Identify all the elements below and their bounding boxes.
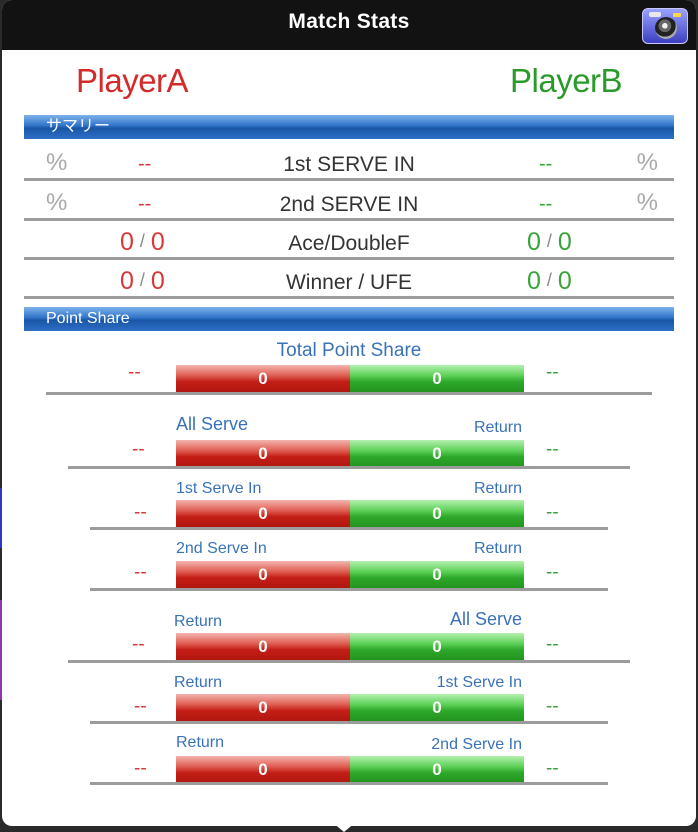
row-divider (24, 218, 674, 221)
share-right-label: All Serve (449, 609, 522, 629)
share-right-label: 1st Serve In (436, 674, 522, 691)
percent-unit: % (46, 189, 68, 216)
title-bar: Match Stats (2, 0, 696, 50)
share-right-label: Return (473, 540, 522, 557)
share-right-label: Return (473, 419, 522, 436)
player-a-value: -- (138, 153, 152, 175)
player-a-share-bar: 0 (176, 694, 350, 721)
share-left-label: All Serve (176, 414, 249, 434)
player-a-share: -- (128, 362, 141, 383)
player-a-share: -- (132, 634, 145, 655)
row-divider (68, 466, 630, 469)
row-divider (24, 296, 674, 299)
player-b-share-bar: 0 (350, 500, 524, 527)
percent-unit: % (636, 189, 658, 216)
ratio-first: 0 (120, 267, 134, 295)
player-b-share-bar: 0 (350, 633, 524, 660)
player-b-share-bar: 0 (350, 440, 524, 467)
ratio-separator: / (546, 270, 552, 290)
player-a-share-bar: 0 (176, 633, 350, 660)
player-b-value: -- (539, 193, 553, 215)
ratio-first: 0 (527, 228, 541, 256)
summary-section-header: サマリー (24, 115, 674, 139)
player-a-share: -- (134, 696, 147, 717)
stat-label: 1st SERVE IN (283, 153, 415, 176)
player-a-share-bar: 0 (176, 756, 350, 783)
camera-top (649, 12, 661, 17)
row-divider (24, 257, 674, 260)
stat-label: 2nd SERVE IN (279, 193, 419, 216)
player-b-share: -- (546, 634, 559, 655)
player-a-share: -- (134, 502, 147, 523)
stat-label: Ace/DoubleF (288, 232, 410, 255)
player-a-share-bar: 0 (176, 561, 350, 588)
player-a-value: -- (138, 193, 152, 215)
row-divider (90, 527, 608, 530)
ratio-first: 0 (120, 228, 134, 256)
ratio-first: 0 (527, 267, 541, 295)
player-b-share: -- (546, 439, 559, 460)
player-b-share: -- (546, 696, 559, 717)
player-a-share: -- (132, 439, 145, 460)
player-a-share: -- (134, 562, 147, 583)
player-a-share-bar: 0 (176, 365, 350, 392)
player-b-share-bar: 0 (350, 561, 524, 588)
summary-row-winner-ufe: 0/0 Winner / UFE 0/0 (24, 261, 674, 299)
share-left-label: Return (174, 674, 223, 691)
row-divider (24, 178, 674, 181)
camera-icon[interactable] (642, 8, 688, 44)
player-a-share-bar: 0 (176, 500, 350, 527)
ratio-separator: / (139, 231, 145, 251)
player-b-ratio: 0/0 (527, 228, 572, 257)
ratio-separator: / (139, 270, 145, 290)
point-share-section-header: Point Share (24, 307, 674, 331)
player-a-share: -- (134, 758, 147, 779)
share-left-label: Return (176, 734, 225, 751)
player-b-share-bar: 0 (350, 365, 524, 392)
player-b-share: -- (546, 502, 559, 523)
page-title: Match Stats (288, 10, 410, 33)
ratio-second: 0 (557, 267, 572, 295)
player-b-share: -- (546, 362, 559, 383)
summary-row-first-serve: % -- 1st SERVE IN -- % (24, 143, 674, 181)
row-divider (90, 588, 608, 591)
share-left-label: 2nd Serve In (176, 540, 267, 557)
row-divider (68, 660, 630, 663)
row-divider (90, 782, 608, 785)
stat-label: Winner / UFE (285, 271, 413, 294)
total-point-share-label: Total Point Share (276, 340, 422, 361)
player-a-share-bar: 0 (176, 440, 350, 467)
ratio-second: 0 (150, 228, 165, 256)
share-right-label: 2nd Serve In (431, 736, 522, 753)
player-b-share-bar: 0 (350, 756, 524, 783)
row-divider (46, 392, 652, 395)
player-b-ratio: 0/0 (527, 267, 572, 296)
player-a-ratio: 0/0 (120, 228, 165, 257)
share-left-label: 1st Serve In (176, 480, 262, 497)
player-a-ratio: 0/0 (120, 267, 165, 296)
player-b-name: PlayerB (510, 62, 623, 99)
summary-row-ace-double: 0/0 Ace/DoubleF 0/0 (24, 222, 674, 260)
ratio-second: 0 (557, 228, 572, 256)
share-right-label: Return (473, 480, 522, 497)
ratio-separator: / (546, 231, 552, 251)
ratio-second: 0 (150, 267, 165, 295)
player-b-value: -- (539, 153, 553, 175)
camera-lens (655, 17, 677, 39)
player-a-name: PlayerA (76, 62, 189, 99)
popover-pointer (332, 822, 356, 832)
player-b-share: -- (546, 562, 559, 583)
share-left-label: Return (174, 613, 223, 630)
player-b-share-bar: 0 (350, 694, 524, 721)
row-divider (90, 721, 608, 724)
percent-unit: % (46, 149, 68, 176)
camera-flash (673, 13, 681, 17)
player-b-share: -- (546, 758, 559, 779)
percent-unit: % (636, 149, 658, 176)
summary-row-second-serve: % -- 2nd SERVE IN -- % (24, 183, 674, 221)
